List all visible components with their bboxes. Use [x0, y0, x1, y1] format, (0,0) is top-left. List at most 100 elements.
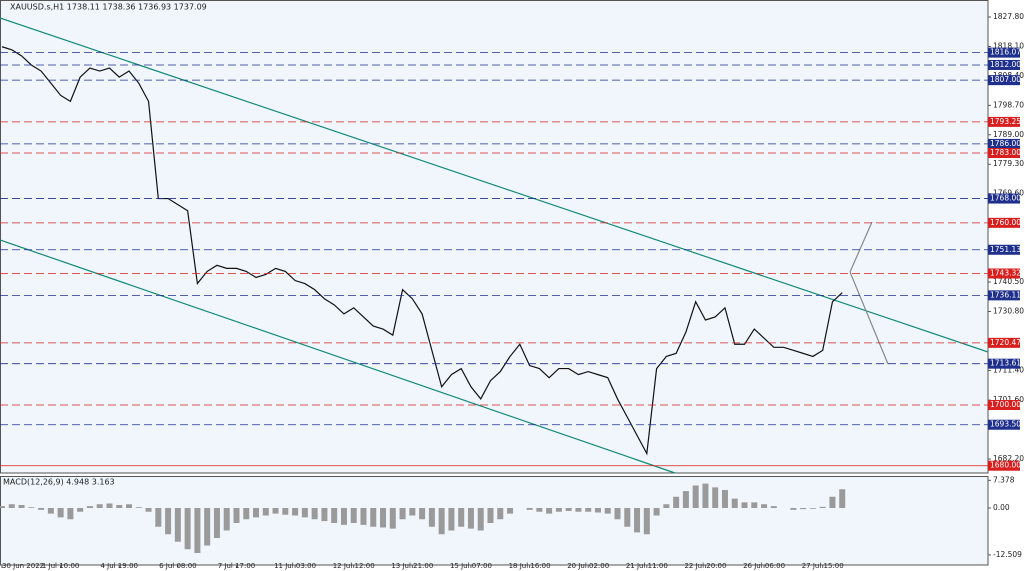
- y-tick-label: 1769.60: [993, 189, 1024, 198]
- level-tag: [988, 116, 1020, 127]
- y-tick-label: 1682.20: [993, 454, 1024, 463]
- macd-bar: [809, 507, 816, 509]
- y-tick-label: 1827.80: [993, 12, 1024, 21]
- macd-bar: [741, 502, 748, 508]
- macd-bar: [536, 507, 543, 512]
- macd-bar: [272, 507, 279, 514]
- macd-bar: [770, 506, 777, 508]
- x-tick-label: 7 Jul 17:00: [218, 562, 256, 570]
- level-label: 1743.32: [990, 268, 1021, 277]
- macd-bar: [839, 489, 846, 508]
- macd-bar: [165, 507, 172, 535]
- macd-bar: [28, 507, 35, 508]
- level-tag: [988, 59, 1020, 70]
- macd-bar: [624, 507, 631, 527]
- macd-bar: [721, 489, 728, 508]
- x-tick-label: 12 Jul 12:00: [333, 562, 375, 570]
- level-tag: [988, 244, 1020, 255]
- macd-bar: [204, 507, 211, 546]
- macd-bar: [467, 507, 474, 529]
- macd-bar: [438, 507, 445, 535]
- macd-bar: [38, 507, 45, 510]
- channel-line: [0, 17, 989, 353]
- level-label: 1816.07: [990, 48, 1021, 57]
- y-tick-label: 1701.60: [993, 395, 1024, 404]
- y-tick-label: 7.378: [993, 475, 1015, 484]
- macd-bar: [253, 507, 260, 518]
- chart-title: XAUUSD.s,H1 1738.11 1738.36 1736.93 1737…: [10, 3, 207, 12]
- y-tick-label: 1798.70: [993, 100, 1024, 109]
- level-tag: [988, 460, 1020, 471]
- level-label: 1807.00: [990, 75, 1021, 84]
- level-tag: [988, 290, 1020, 301]
- y-tick-label: -12.509: [993, 550, 1022, 559]
- x-tick-label: 20 Jul 02:00: [567, 562, 609, 570]
- macd-bar: [585, 507, 592, 512]
- macd-bar: [194, 507, 201, 553]
- x-tick-label: 22 Jul 20:00: [684, 562, 726, 570]
- level-label: 1693.50: [990, 420, 1021, 429]
- level-tag: [988, 337, 1020, 348]
- macd-bar: [223, 507, 230, 531]
- y-tick-label: 1711.40: [993, 365, 1024, 374]
- macd-bar: [614, 507, 621, 520]
- macd-bar: [292, 507, 299, 516]
- macd-bar: [86, 506, 93, 508]
- level-label: 1680.00: [990, 461, 1021, 470]
- macd-bar: [594, 507, 601, 513]
- macd-bar: [145, 507, 152, 512]
- macd-bar: [106, 503, 113, 508]
- macd-bar: [213, 507, 220, 538]
- macd-bar: [321, 507, 328, 522]
- macd-bar: [360, 507, 367, 525]
- macd-bar: [497, 507, 504, 520]
- macd-bar: [331, 507, 338, 523]
- macd-bar: [262, 507, 269, 516]
- macd-bar: [487, 507, 494, 523]
- macd-bar: [67, 507, 74, 520]
- level-label: 1812.00: [990, 60, 1021, 69]
- macd-bar: [800, 507, 807, 510]
- macd-bar: [135, 507, 142, 508]
- macd-bar: [604, 507, 611, 514]
- macd-bar: [126, 504, 133, 508]
- macd-panel: [0, 476, 988, 565]
- macd-bar: [761, 504, 768, 508]
- macd-bar: [0, 506, 5, 508]
- macd-bar: [350, 507, 357, 523]
- macd-bar: [184, 507, 191, 550]
- y-tick-label: 1740.50: [993, 277, 1024, 286]
- x-tick-label: 21 Jul 11:00: [626, 562, 668, 570]
- x-tick-label: 26 Jul 06:00: [743, 562, 785, 570]
- macd-bar: [829, 496, 836, 508]
- macd-bar: [565, 507, 572, 511]
- macd-bar: [428, 507, 435, 527]
- level-tag: [988, 138, 1020, 149]
- macd-title: MACD(12,26,9) 4.948 3.163: [3, 478, 115, 487]
- channel-line: [0, 239, 676, 474]
- macd-bar: [96, 504, 103, 508]
- level-tag: [988, 47, 1020, 58]
- level-tag: [988, 148, 1020, 159]
- macd-bar: [702, 483, 709, 508]
- macd-bar: [819, 506, 826, 508]
- macd-bar: [174, 507, 181, 542]
- macd-bar: [458, 507, 465, 527]
- y-tick-label: 1818.10: [993, 41, 1024, 50]
- level-label: 1736.11: [990, 290, 1021, 299]
- macd-bar: [682, 491, 689, 508]
- macd-bar: [389, 507, 396, 529]
- x-tick-label: 6 Jul 08:00: [159, 562, 197, 570]
- macd-bar: [692, 485, 699, 508]
- macd-bar: [653, 507, 660, 516]
- macd-bar: [18, 504, 25, 508]
- x-tick-label: 27 Jul 15:00: [802, 562, 844, 570]
- macd-bar: [477, 507, 484, 531]
- macd-bar: [546, 507, 553, 514]
- projection-arrows: [849, 221, 889, 365]
- level-tag: [988, 358, 1020, 369]
- y-tick-label: 1779.30: [993, 159, 1024, 168]
- level-tag: [988, 75, 1020, 86]
- macd-bar: [155, 507, 162, 527]
